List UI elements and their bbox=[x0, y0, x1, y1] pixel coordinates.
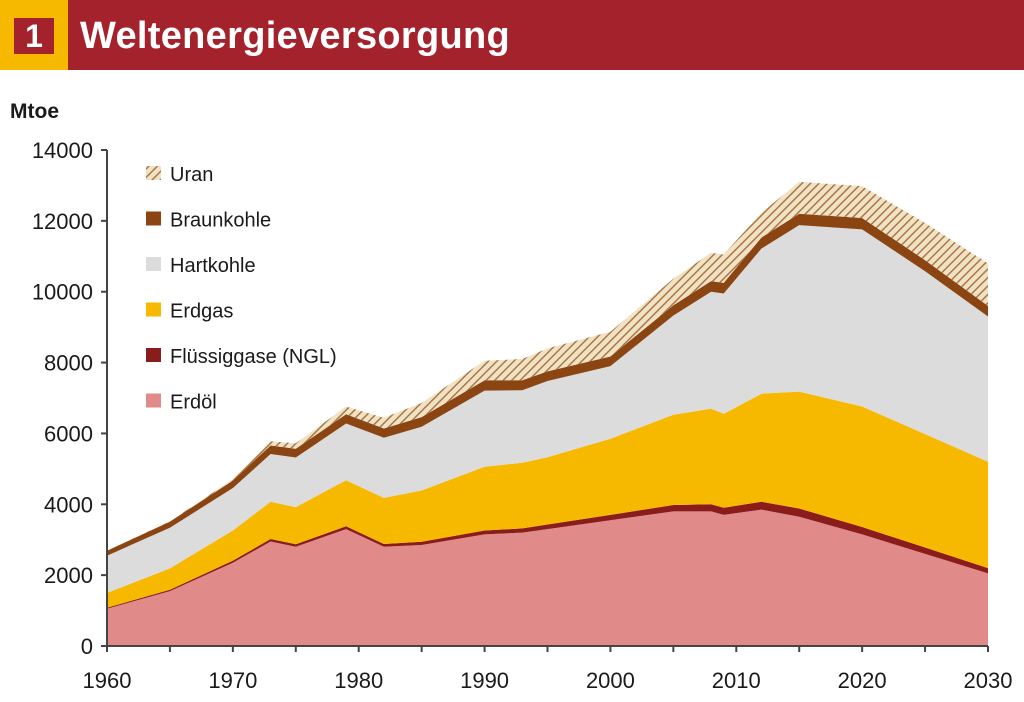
legend-label-erdoel: Erdöl bbox=[170, 392, 217, 414]
x-tick-label: 1990 bbox=[460, 668, 509, 693]
x-tick-label: 2020 bbox=[838, 668, 887, 693]
chapter-badge: 1 bbox=[0, 0, 68, 70]
y-tick-label: 4000 bbox=[44, 492, 93, 517]
title-bar bbox=[0, 0, 1024, 70]
area-braunkohle bbox=[107, 213, 988, 556]
page-title: Weltenergieversorgung bbox=[80, 15, 511, 57]
area-hartkohle bbox=[107, 225, 988, 593]
x-tick-label: 2030 bbox=[964, 668, 1013, 693]
legend-label-hartkohle: Hartkohle bbox=[170, 255, 256, 277]
y-axis-label: Mtoe bbox=[10, 100, 59, 123]
chapter-number: 1 bbox=[14, 18, 54, 54]
x-tick-label: 2010 bbox=[712, 668, 761, 693]
y-tick-label: 10000 bbox=[32, 280, 93, 305]
area-layer bbox=[107, 181, 988, 646]
x-tick-label: 2000 bbox=[586, 668, 635, 693]
area-uran bbox=[107, 181, 988, 551]
area-erdoel bbox=[107, 509, 988, 646]
legend-swatch-uran bbox=[146, 166, 161, 180]
legend-swatch-fluessiggase-ngl bbox=[146, 348, 161, 362]
legend-swatch-hartkohle bbox=[146, 257, 161, 271]
y-tick-label: 12000 bbox=[32, 209, 93, 234]
axes: 0 2000 4000 6000 8000 10000 12000 14000 1960 1970… bbox=[32, 138, 1013, 693]
y-tick-label: 8000 bbox=[44, 351, 93, 376]
y-tick-label: 6000 bbox=[44, 421, 93, 446]
legend-label-erdgas: Erdgas bbox=[170, 301, 233, 323]
legend-label-uran: Uran bbox=[170, 164, 213, 186]
legend-swatch-erdgas bbox=[146, 302, 161, 317]
y-tick-label: 0 bbox=[81, 634, 93, 659]
legend: Uran Braunkohle Hartkohle Erdgas Flüssiggase… bbox=[146, 164, 337, 414]
legend-label-braunkohle: Braunkohle bbox=[170, 210, 271, 232]
area-erdgas bbox=[107, 391, 988, 608]
legend-swatch-erdoel bbox=[146, 393, 161, 408]
x-tick-label: 1980 bbox=[334, 668, 383, 693]
x-tick-label: 1960 bbox=[83, 668, 132, 693]
y-tick-label: 14000 bbox=[32, 138, 93, 163]
legend-swatch-braunkohle bbox=[146, 211, 161, 226]
x-tick-label: 1970 bbox=[208, 668, 257, 693]
legend-label-fluessiggase-ngl: Flüssiggase (NGL) bbox=[170, 346, 337, 368]
y-tick-label: 2000 bbox=[44, 563, 93, 588]
